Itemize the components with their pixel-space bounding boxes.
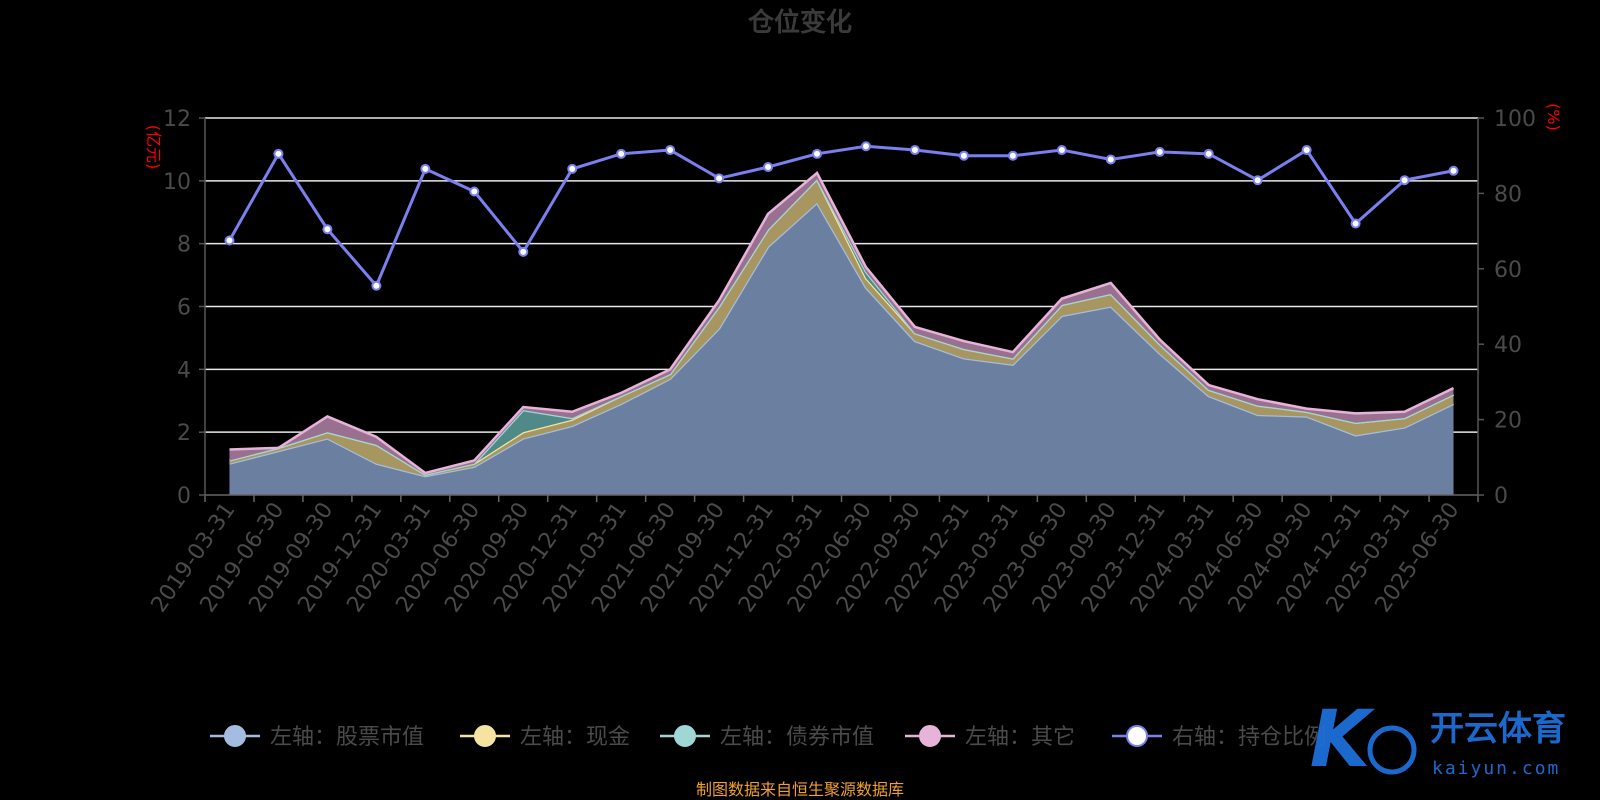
area-edge-左轴：其它 [229, 171, 1455, 475]
ratio-point [958, 150, 969, 161]
ratio-point [714, 173, 725, 184]
chart-title: 仓位变化 [747, 7, 852, 38]
ratio-point [1056, 145, 1067, 156]
left-axis-unit: (亿元) [144, 125, 163, 170]
ratio-point [518, 246, 529, 257]
ratio-point [1399, 175, 1410, 186]
left-tick-label: 12 [163, 107, 191, 132]
left-tick-label: 0 [177, 484, 191, 509]
ratio-point [322, 224, 333, 235]
ratio-point [1007, 150, 1018, 161]
ratio-point [469, 186, 480, 197]
right-axis-unit: (%) [1544, 103, 1563, 131]
ratio-point [909, 145, 920, 156]
legend-label: 右轴：持仓比例 [1172, 725, 1326, 750]
area-左轴：现金 [229, 179, 1454, 477]
stacked-areas [229, 171, 1455, 495]
left-axis-ticks: 0 2 4 6 8 10 12 [163, 107, 205, 509]
watermark-cn: 开云体育 [1430, 709, 1566, 749]
watermark-logo: K 开云体育 kaiyun.com [1310, 695, 1566, 785]
legend-label: 左轴：其它 [965, 725, 1075, 750]
left-tick-label: 6 [177, 296, 191, 321]
data-source-note: 制图数据来自恒生聚源数据库 [696, 780, 904, 799]
ratio-point [616, 148, 627, 159]
area-左轴：股票市值 [229, 202, 1454, 495]
ratio-point [420, 163, 431, 174]
ratio-line [228, 144, 1454, 289]
right-tick-label: 100 [1494, 107, 1536, 132]
legend-label: 左轴：债券市值 [720, 725, 874, 750]
ratio-point [812, 148, 823, 159]
ratio-point [1203, 148, 1214, 159]
ratio-point [1154, 146, 1165, 157]
legend-marker-icon [674, 725, 696, 747]
ratio-point [567, 163, 578, 174]
right-tick-label: 40 [1494, 333, 1522, 358]
legend-label: 左轴：股票市值 [270, 725, 424, 750]
ratio-point [1350, 218, 1361, 229]
ratio-point [224, 235, 235, 246]
logo-ball-icon [1367, 725, 1417, 775]
right-tick-label: 0 [1494, 484, 1508, 509]
logo-letter: K [1310, 695, 1376, 785]
left-tick-label: 2 [177, 421, 191, 446]
ratio-point [763, 162, 774, 173]
right-tick-label: 20 [1494, 409, 1522, 434]
ratio-point [371, 280, 382, 291]
legend: 左轴：股票市值 左轴：现金 左轴：债券市值 左轴：其它 右轴：持仓比例 [210, 725, 1326, 750]
left-tick-label: 10 [163, 170, 191, 195]
legend-marker-icon [1126, 725, 1148, 747]
right-axis-ticks: 0 20 40 60 80 100 [1478, 107, 1536, 509]
left-tick-label: 4 [177, 358, 191, 383]
ratio-point [1252, 175, 1263, 186]
ratio-point [665, 145, 676, 156]
legend-marker-icon [224, 725, 246, 747]
ratio-line-series [224, 141, 1459, 291]
ratio-point [1105, 154, 1116, 165]
legend-marker-icon [919, 725, 941, 747]
legend-marker-icon [474, 725, 496, 747]
watermark-en: kaiyun.com [1432, 758, 1560, 779]
ratio-point [860, 141, 871, 152]
left-tick-label: 8 [177, 233, 191, 258]
legend-label: 左轴：现金 [520, 725, 630, 750]
x-axis-ticks: 2019-03-312019-06-302019-09-302019-12-31… [147, 498, 1465, 617]
right-tick-label: 60 [1494, 258, 1522, 283]
ratio-point [1448, 165, 1459, 176]
ratio-point [273, 148, 284, 159]
right-tick-label: 80 [1494, 182, 1522, 207]
ratio-point [1301, 145, 1312, 156]
